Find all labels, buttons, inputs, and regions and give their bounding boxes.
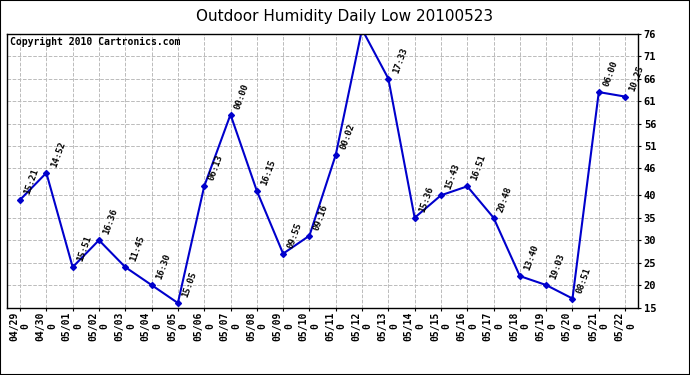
Text: 14:52: 14:52 bbox=[49, 140, 67, 169]
Text: 15:05: 15:05 bbox=[181, 270, 198, 299]
Text: 15:36: 15:36 bbox=[417, 185, 435, 214]
Text: Copyright 2010 Cartronics.com: Copyright 2010 Cartronics.com bbox=[10, 36, 180, 46]
Text: 16:51: 16:51 bbox=[470, 154, 488, 182]
Text: 15:51: 15:51 bbox=[75, 235, 93, 263]
Text: 16:15: 16:15 bbox=[259, 158, 277, 187]
Text: 17:39: 17:39 bbox=[0, 374, 1, 375]
Text: 08:51: 08:51 bbox=[575, 266, 593, 294]
Text: 09:16: 09:16 bbox=[312, 203, 330, 231]
Text: 06:13: 06:13 bbox=[207, 154, 225, 182]
Text: 00:00: 00:00 bbox=[233, 82, 251, 110]
Text: 16:30: 16:30 bbox=[155, 252, 172, 281]
Text: 13:40: 13:40 bbox=[522, 244, 540, 272]
Text: 09:55: 09:55 bbox=[286, 221, 304, 249]
Text: 15:43: 15:43 bbox=[444, 163, 462, 191]
Text: 00:02: 00:02 bbox=[339, 122, 356, 151]
Text: 10:25: 10:25 bbox=[628, 64, 646, 92]
Text: 17:33: 17:33 bbox=[391, 46, 408, 75]
Text: 11:45: 11:45 bbox=[128, 235, 146, 263]
Text: 15:21: 15:21 bbox=[23, 167, 41, 196]
Text: Outdoor Humidity Daily Low 20100523: Outdoor Humidity Daily Low 20100523 bbox=[197, 9, 493, 24]
Text: 16:36: 16:36 bbox=[101, 208, 119, 236]
Text: 20:48: 20:48 bbox=[496, 185, 514, 214]
Text: 06:00: 06:00 bbox=[602, 60, 619, 88]
Text: 19:03: 19:03 bbox=[549, 252, 566, 281]
